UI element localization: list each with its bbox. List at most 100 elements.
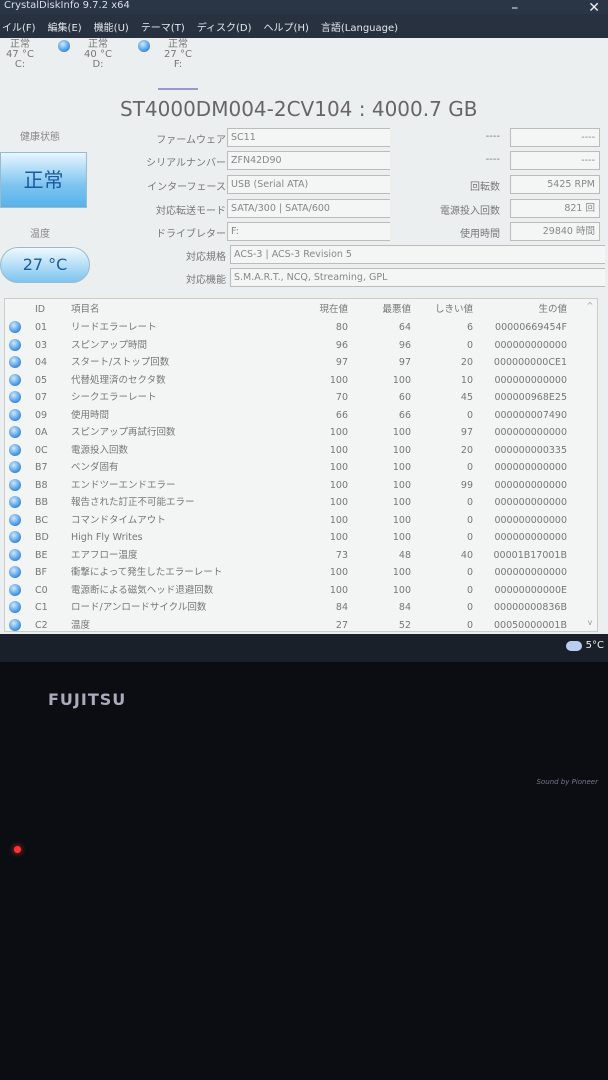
attr-id: BC (35, 514, 48, 526)
attr-threshold: 0 (466, 602, 473, 613)
table-row[interactable]: 0C 電源投入回数 100 100 20 000000000335 (5, 442, 595, 459)
attr-raw: 000000000000 (494, 479, 567, 491)
attr-worst: 100 (392, 427, 411, 438)
status-dot-icon (9, 496, 21, 508)
info-right-value: ---- (510, 151, 600, 170)
menu-theme[interactable]: テーマ(T) (140, 22, 185, 34)
menu-function[interactable]: 機能(U) (93, 22, 129, 34)
table-row[interactable]: 07 シークエラーレート 70 60 45 000000968E25 (5, 389, 595, 406)
attr-id: 05 (35, 374, 48, 386)
window-controls: – ✕ (511, 0, 600, 16)
drive-tab-f[interactable]: 正常 27 °C F: (158, 40, 198, 90)
attr-name: エンドツーエンドエラー (71, 479, 176, 491)
attr-id: 0A (35, 427, 48, 438)
header-current[interactable]: 現在値 (319, 304, 348, 315)
drive-tab-d[interactable]: 正常 40 °C D: (78, 40, 118, 70)
info-label: ドライブレター (156, 229, 226, 240)
attr-id: BD (35, 532, 49, 543)
table-row[interactable]: BD High Fly Writes 100 100 0 00000000000… (5, 529, 595, 546)
drive-status: 正常 (168, 39, 188, 50)
table-row[interactable]: 05 代替処理済のセクタ数 100 100 10 000000000000 (5, 372, 595, 389)
table-row[interactable]: 03 スピンアップ時間 96 96 0 000000000000 (5, 337, 595, 354)
attr-raw: 00000669454F (495, 322, 567, 333)
status-dot-icon (9, 338, 21, 351)
attr-threshold: 0 (466, 584, 473, 596)
table-row[interactable]: 0A スピンアップ再試行回数 100 100 97 000000000000 (5, 424, 595, 441)
menu-edit[interactable]: 編集(E) (47, 22, 82, 34)
table-row[interactable]: C1 ロード/アンロードサイクル回数 84 84 0 00000000836B (5, 599, 595, 616)
info-label: 対応転送モード (156, 206, 226, 217)
cloud-icon (565, 640, 582, 651)
weather-temp: 5°C (585, 640, 604, 651)
status-dot-icon (9, 601, 21, 613)
table-row[interactable]: BF 衝撃によって発生したエラーレート 100 100 0 0000000000… (5, 564, 595, 581)
attr-id: 07 (35, 392, 48, 403)
attr-name: ロード/アンロードサイクル回数 (71, 602, 207, 613)
health-status-button[interactable]: 正常 (0, 152, 87, 208)
table-row[interactable]: C0 電源断による磁気ヘッド退避回数 100 100 0 00000000000… (5, 582, 595, 599)
attr-threshold: 0 (466, 567, 473, 578)
status-dot-icon (9, 548, 21, 561)
weather-widget[interactable]: 5°C (565, 640, 604, 651)
status-dot-icon (9, 391, 21, 403)
attr-worst: 48 (398, 549, 411, 561)
menu-disk[interactable]: ディスク(D) (196, 22, 252, 34)
attr-current: 100 (329, 462, 348, 473)
table-row[interactable]: C2 温度 27 52 0 00050000001B (5, 617, 595, 634)
attr-name: 代替処理済のセクタ数 (71, 374, 166, 386)
header-worst[interactable]: 最悪値 (382, 304, 411, 315)
table-row[interactable]: B8 エンドツーエンドエラー 100 100 99 000000000000 (5, 477, 595, 494)
attr-name: シークエラーレート (71, 392, 157, 403)
attr-name: リードエラーレート (71, 322, 157, 333)
attr-raw: 000000007490 (494, 409, 567, 421)
attr-raw: 000000000CE1 (493, 357, 567, 368)
attr-current: 100 (329, 567, 348, 578)
drive-tab-c[interactable]: 正常 47 °C C: (0, 40, 40, 70)
attr-name: スピンアップ時間 (71, 339, 148, 351)
attr-raw: 000000000000 (494, 462, 567, 473)
menu-file[interactable]: イル(F) (2, 22, 36, 34)
header-threshold[interactable]: しきい値 (434, 304, 473, 315)
attr-worst: 60 (398, 392, 411, 403)
info-label: 対応機能 (186, 275, 226, 286)
attr-worst: 100 (392, 479, 411, 491)
drive-temp: 27 °C (164, 49, 192, 60)
status-dot-icon (9, 321, 21, 333)
table-row[interactable]: B7 ベンダ固有 100 100 0 000000000000 (5, 459, 595, 476)
attr-worst: 52 (398, 619, 411, 631)
table-row[interactable]: 04 スタート/ストップ回数 97 97 20 000000000CE1 (5, 354, 595, 371)
drive-letter: C: (14, 59, 26, 70)
menu-help[interactable]: ヘルプ(H) (263, 22, 309, 34)
attr-raw: 000000000000 (494, 514, 567, 526)
table-row[interactable]: BB 報告された訂正不可能エラー 100 100 0 000000000000 (5, 494, 595, 511)
info-value: S.M.A.R.T., NCQ, Streaming, GPL (230, 268, 605, 287)
attr-id: 03 (35, 339, 48, 351)
attr-name: スタート/ストップ回数 (71, 357, 170, 368)
info-right-value: 5425 RPM (510, 175, 600, 194)
close-button[interactable]: ✕ (588, 0, 600, 16)
info-right-value: ---- (510, 128, 600, 147)
table-row[interactable]: BE エアフロー温度 73 48 40 00001B17001B (5, 547, 595, 564)
status-dot-icon (9, 461, 21, 473)
table-row[interactable]: BC コマンドタイムアウト 100 100 0 000000000000 (5, 512, 595, 529)
attr-raw: 000000968E25 (494, 392, 568, 403)
header-name[interactable]: 項目名 (71, 304, 100, 315)
menu-language[interactable]: 言語(Language) (320, 22, 399, 34)
attr-worst: 100 (392, 514, 411, 526)
attr-id: C1 (35, 602, 48, 613)
scrollbar[interactable]: ^ v (586, 301, 594, 627)
attr-threshold: 20 (460, 357, 473, 368)
attr-threshold: 97 (460, 427, 473, 438)
attr-id: BB (35, 497, 49, 508)
table-row[interactable]: 09 使用時間 66 66 0 000000007490 (5, 407, 595, 424)
attr-worst: 96 (398, 339, 411, 351)
attr-raw: 000000000000 (494, 567, 567, 578)
attr-current: 100 (329, 427, 348, 438)
info-label: ファームウェア (156, 135, 226, 146)
attr-raw: 000000000000 (494, 532, 567, 543)
table-row[interactable]: 01 リードエラーレート 80 64 6 00000669454F (5, 319, 595, 336)
status-dot-icon (58, 40, 70, 52)
minimize-button[interactable]: – (511, 0, 519, 16)
header-id[interactable]: ID (35, 304, 46, 315)
header-raw[interactable]: 生の値 (538, 304, 567, 315)
